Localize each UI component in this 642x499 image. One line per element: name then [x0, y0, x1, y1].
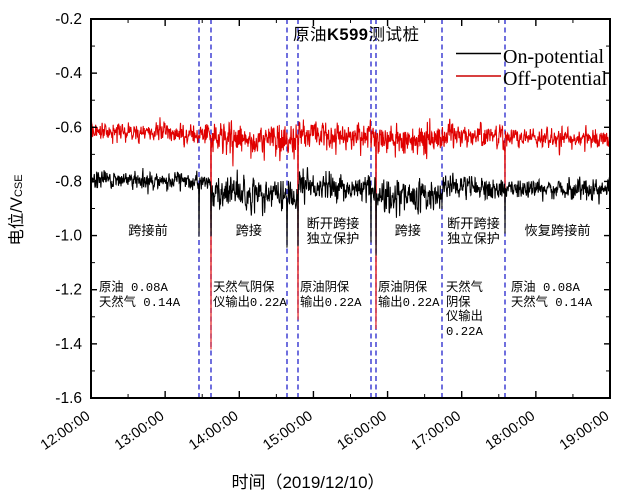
svg-text:-1.2: -1.2 [55, 282, 82, 299]
svg-text:-0.4: -0.4 [55, 65, 82, 82]
svg-text:-1.6: -1.6 [55, 390, 82, 407]
svg-text:-0.6: -0.6 [55, 119, 82, 136]
svg-text:-1.0: -1.0 [55, 228, 82, 245]
svg-text:-0.8: -0.8 [55, 173, 82, 190]
svg-text:-0.2: -0.2 [55, 11, 82, 28]
svg-text:-1.4: -1.4 [55, 336, 82, 353]
